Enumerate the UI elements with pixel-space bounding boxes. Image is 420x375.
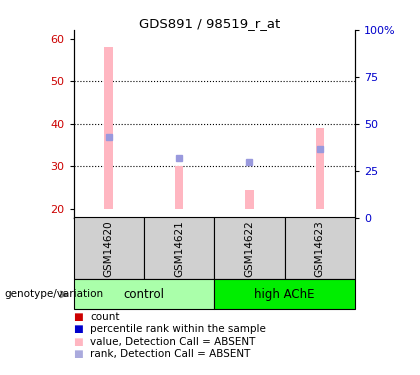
Bar — [245, 190, 254, 209]
Bar — [175, 166, 183, 209]
Text: GSM14622: GSM14622 — [244, 220, 255, 277]
Text: GSM14621: GSM14621 — [174, 220, 184, 277]
Text: genotype/variation: genotype/variation — [4, 290, 103, 299]
Text: ■: ■ — [74, 324, 83, 334]
Text: ■: ■ — [74, 337, 83, 346]
Text: count: count — [90, 312, 120, 322]
Text: rank, Detection Call = ABSENT: rank, Detection Call = ABSENT — [90, 349, 251, 359]
Bar — [74, 217, 144, 279]
Text: ■: ■ — [74, 312, 83, 322]
Text: control: control — [123, 288, 164, 301]
Bar — [105, 47, 113, 209]
Bar — [214, 279, 355, 309]
Text: ■: ■ — [74, 349, 83, 359]
Text: value, Detection Call = ABSENT: value, Detection Call = ABSENT — [90, 337, 256, 346]
Text: GSM14623: GSM14623 — [315, 220, 325, 277]
Text: high AChE: high AChE — [254, 288, 315, 301]
Bar — [315, 128, 324, 209]
Bar — [74, 279, 214, 309]
Text: percentile rank within the sample: percentile rank within the sample — [90, 324, 266, 334]
Bar — [285, 217, 355, 279]
Text: GSM14620: GSM14620 — [104, 220, 114, 277]
Text: GDS891 / 98519_r_at: GDS891 / 98519_r_at — [139, 17, 281, 30]
Bar — [144, 217, 214, 279]
Bar — [214, 217, 285, 279]
